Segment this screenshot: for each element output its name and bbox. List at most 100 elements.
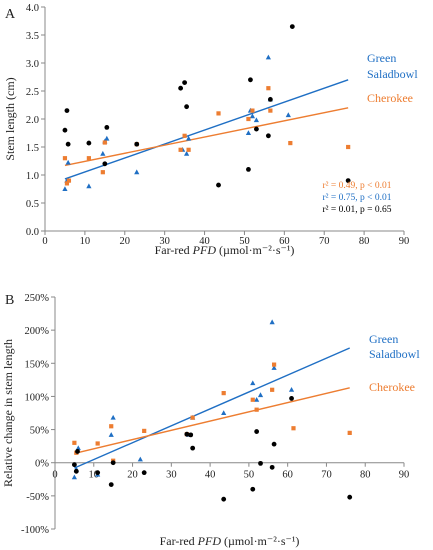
y-tick-label: 250%	[25, 293, 50, 304]
data-point-third-cultivar	[271, 441, 277, 447]
data-point-green-saladbowl	[134, 169, 140, 175]
x-tick-label: 30	[159, 236, 170, 247]
y-tick-label: 0%	[35, 459, 49, 470]
data-point-third-cultivar	[86, 140, 92, 146]
data-point-cherokee	[250, 108, 255, 113]
data-point-third-cultivar	[254, 126, 259, 132]
y-axis-label: Stem length (cm)	[3, 77, 17, 160]
series-label-cherokee: Cherokee	[367, 91, 413, 105]
data-point-third-cultivar	[267, 97, 273, 102]
x-tick-label: 60	[282, 470, 293, 481]
trend-line-green-saladbowl	[64, 79, 349, 180]
y-tick-label: 1.0	[26, 171, 39, 182]
data-point-third-cultivar	[110, 460, 116, 466]
x-tick-label: 80	[359, 236, 370, 247]
data-point-cherokee	[64, 181, 70, 186]
trend-line-green-saladbowl	[74, 347, 350, 469]
data-point-third-cultivar	[216, 182, 221, 188]
x-tick-label: 50	[244, 470, 255, 481]
data-point-cherokee	[109, 424, 114, 429]
data-point-cherokee	[72, 440, 77, 445]
x-axis-label: Far-red PFD (µmol·m⁻²·s⁻¹)	[155, 243, 295, 257]
stats-annotation: r² = 0.01, p = 0.65	[323, 205, 392, 215]
data-point-cherokee	[246, 116, 251, 122]
data-point-cherokee	[178, 147, 183, 152]
x-tick-label: 70	[319, 236, 330, 247]
data-point-green-saladbowl	[271, 365, 277, 370]
data-point-third-cultivar	[184, 104, 190, 110]
data-point-third-cultivar	[95, 470, 101, 476]
data-point-green-saladbowl	[253, 117, 260, 123]
data-point-third-cultivar	[141, 470, 147, 476]
data-point-green-saladbowl	[62, 186, 68, 191]
data-point-cherokee	[271, 362, 277, 367]
data-point-cherokee	[182, 133, 187, 138]
x-tick-label: 80	[360, 470, 371, 481]
series-label-green-saladbowl: Green	[367, 51, 396, 65]
x-tick-label: 50	[239, 236, 250, 247]
data-point-cherokee	[270, 387, 275, 392]
x-axis-label-text: Far-red	[155, 243, 193, 257]
data-point-cherokee	[62, 156, 68, 161]
data-point-cherokee	[66, 178, 72, 183]
panel-label: A	[5, 7, 16, 22]
x-axis-label-italic: PFD	[197, 534, 222, 548]
x-axis-label-italic: PFD	[192, 243, 217, 257]
data-point-third-cultivar	[265, 133, 271, 139]
data-point-third-cultivar	[269, 464, 275, 470]
data-point-third-cultivar	[71, 462, 77, 468]
data-point-third-cultivar	[75, 449, 80, 454]
y-tick-label: 100%	[25, 392, 50, 403]
x-tick-label: 70	[321, 470, 332, 481]
data-point-cherokee	[266, 86, 271, 91]
data-point-third-cultivar	[345, 178, 351, 184]
data-point-green-saladbowl	[104, 135, 110, 141]
data-point-third-cultivar	[258, 460, 263, 466]
x-tick-label: 20	[127, 470, 138, 481]
series-label-cherokee: Cherokee	[369, 380, 415, 394]
x-axis-label: Far-red PFD (µmol·m⁻²·s⁻¹)	[160, 534, 300, 548]
data-point-green-saladbowl	[221, 410, 227, 415]
y-tick-label: 0.0	[26, 227, 39, 238]
data-point-cherokee	[142, 428, 147, 433]
data-point-green-saladbowl	[288, 387, 295, 392]
panel-b-chart: -100% -50% 0% 50% 100% 150% 200% 250% 0 10 20 30 40 5…	[1, 293, 420, 548]
x-axis-label-text: Far-red	[160, 534, 198, 548]
y-axis-label: Relative change in stem length	[1, 339, 15, 487]
x-axis-label-units: (µmol·m⁻²·s⁻¹)	[221, 534, 299, 548]
data-point-third-cultivar	[250, 486, 256, 492]
data-point-third-cultivar	[102, 161, 108, 167]
data-point-green-saladbowl	[108, 432, 114, 437]
trend-line-cherokee	[74, 387, 350, 455]
data-point-green-saladbowl	[184, 150, 190, 156]
data-point-third-cultivar	[134, 141, 140, 147]
data-point-third-cultivar	[248, 77, 253, 83]
data-point-green-saladbowl	[269, 319, 275, 325]
series-label-green-saladbowl: Saladbowl	[367, 67, 418, 81]
y-tick-label: -100%	[21, 525, 49, 536]
data-point-third-cultivar	[289, 396, 294, 401]
data-point-third-cultivar	[64, 108, 70, 113]
data-point-green-saladbowl	[86, 183, 92, 189]
y-tick-label: 2.0	[26, 115, 39, 126]
data-point-green-saladbowl	[186, 135, 192, 141]
data-point-green-saladbowl	[257, 392, 264, 398]
data-point-green-saladbowl	[75, 445, 81, 451]
data-point-cherokee	[221, 391, 226, 396]
y-tick-label: 1.5	[26, 143, 39, 154]
data-point-cherokee	[268, 108, 273, 113]
x-tick-label: 60	[279, 236, 290, 247]
data-point-green-saladbowl	[245, 130, 252, 135]
data-point-cherokee	[250, 397, 255, 402]
data-point-cherokee	[288, 140, 293, 146]
data-point-third-cultivar	[184, 431, 190, 437]
data-point-green-saladbowl	[71, 474, 77, 480]
x-tick-label: 0	[42, 236, 47, 247]
data-point-third-cultivar	[104, 125, 110, 130]
x-axis-label-units: (µmol·m⁻²·s⁻¹)	[216, 243, 294, 257]
data-point-green-saladbowl	[100, 150, 106, 156]
data-point-cherokee	[254, 407, 259, 412]
data-point-green-saladbowl	[137, 456, 143, 462]
data-point-cherokee	[347, 430, 352, 435]
x-tick-label: 90	[399, 470, 410, 481]
